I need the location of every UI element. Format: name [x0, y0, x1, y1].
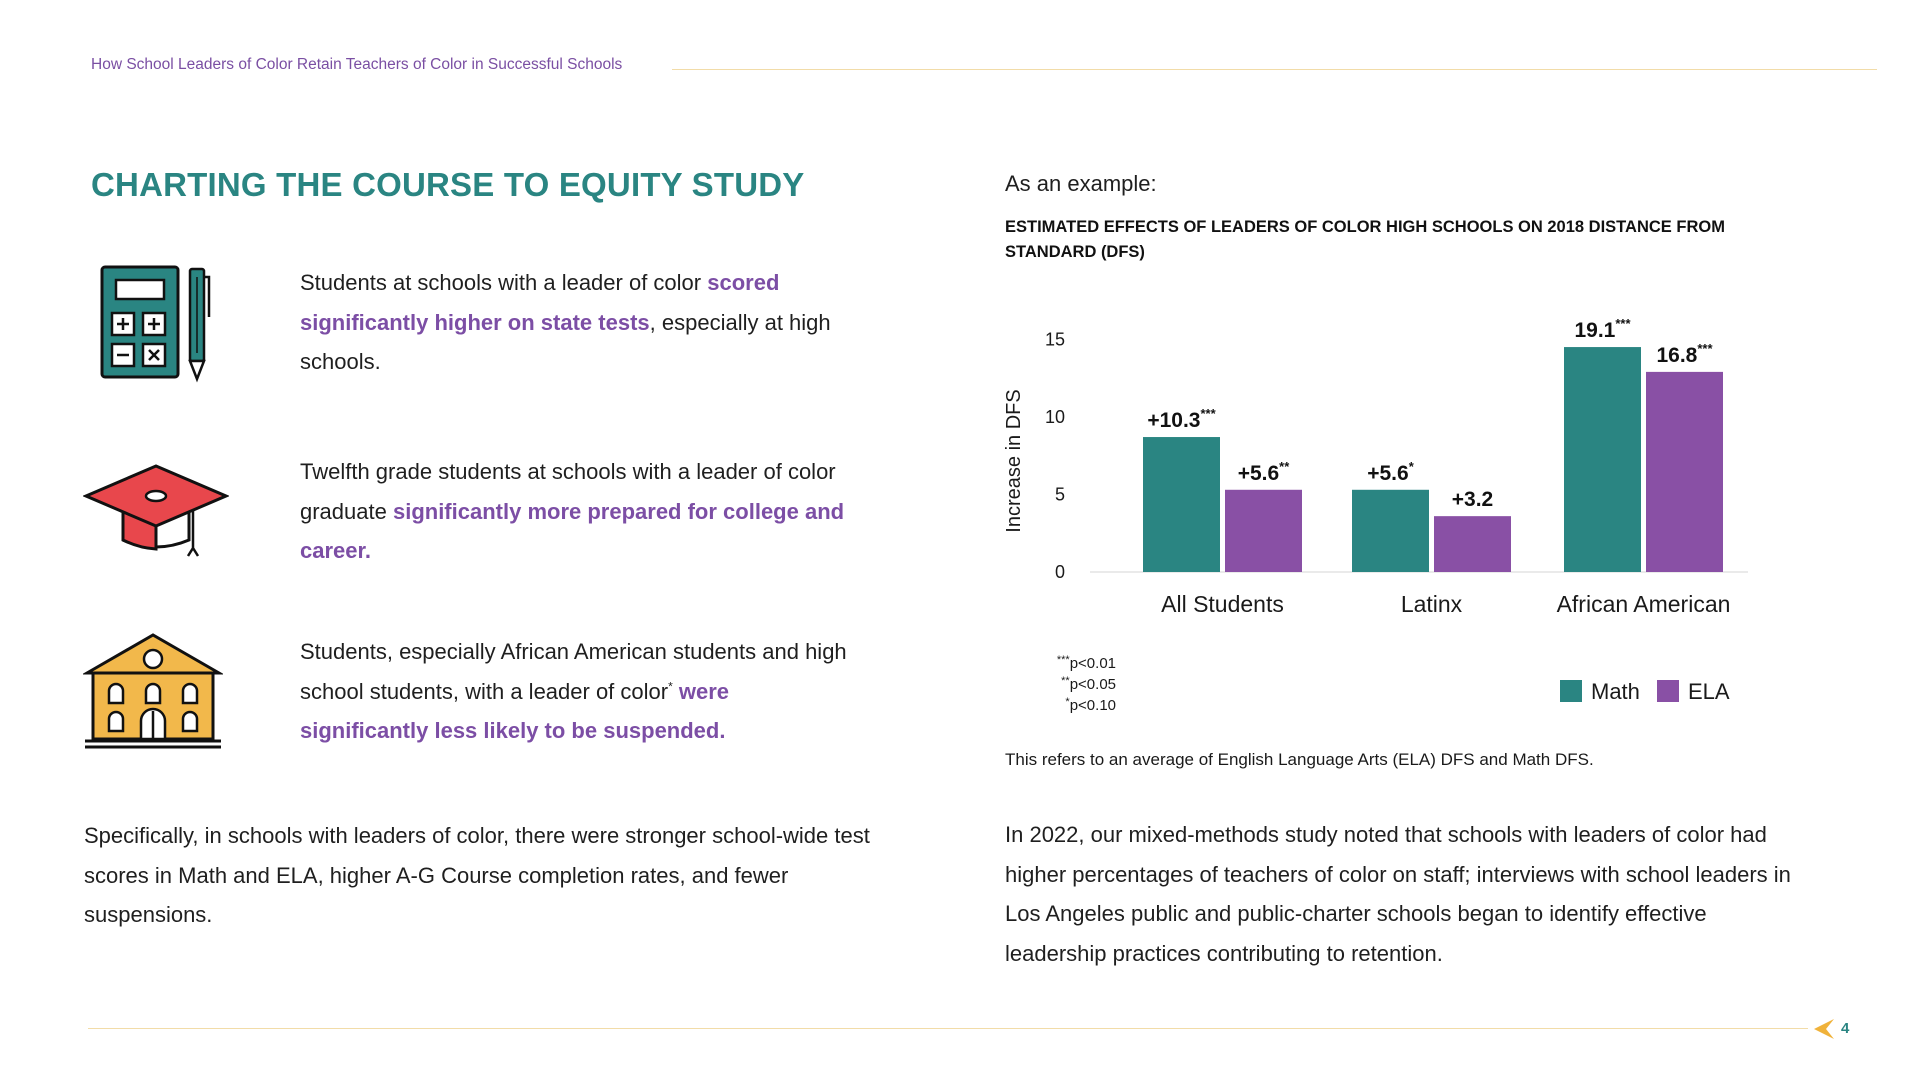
- summary-left: Specifically, in schools with leaders of…: [84, 823, 870, 927]
- finding-suspensions: Students, especially African American st…: [300, 632, 860, 751]
- y-axis-label: Increase in DFS: [1003, 389, 1025, 532]
- finding-college-ready: Twelfth grade students at schools with a…: [300, 452, 860, 571]
- data-label: +5.6**: [1238, 459, 1291, 485]
- bar-ela: [1646, 371, 1723, 572]
- x-tick-label: African American: [1557, 591, 1731, 617]
- school-building-icon: [83, 631, 223, 751]
- chart-title: ESTIMATED EFFECTS OF LEADERS OF COLOR HI…: [1005, 218, 1725, 261]
- summary-right: In 2022, our mixed-methods study noted t…: [1005, 822, 1791, 966]
- finding-highlight: scored significantly higher on state tes…: [300, 270, 780, 335]
- calculator-pencil-icon: [99, 263, 214, 383]
- data-label: +3.2: [1452, 488, 1493, 511]
- example-intro: As an example:: [1005, 171, 1157, 196]
- bar-ela: [1434, 516, 1511, 572]
- bar-math: [1564, 347, 1641, 572]
- page-number: 4: [1841, 1020, 1850, 1037]
- x-tick-label: Latinx: [1401, 591, 1463, 617]
- chevron-left-arrow-icon: [1812, 1017, 1836, 1046]
- finding-text: Students, especially African American st…: [300, 639, 847, 704]
- finding-text: Students at schools with a leader of col…: [300, 270, 708, 295]
- bar-math: [1352, 489, 1429, 572]
- y-tick-label: 10: [1045, 407, 1065, 427]
- running-header: How School Leaders of Color Retain Teach…: [91, 56, 623, 73]
- significance-note: **p<0.05: [1061, 675, 1116, 693]
- significance-note: ***p<0.01: [1057, 654, 1116, 672]
- legend-label-ela: ELA: [1688, 679, 1730, 704]
- page-title: CHARTING THE COURSE TO EQUITY STUDY: [91, 166, 805, 203]
- finding-highlight: were significantly less likely to be sus…: [300, 678, 730, 744]
- finding-text-end: , especially at high schools.: [300, 309, 831, 375]
- y-tick-label: 5: [1055, 484, 1065, 504]
- graduation-cap-icon: [83, 462, 229, 558]
- footnote-marker: *: [668, 679, 673, 694]
- finding-highlight: significantly more prepared for college …: [300, 498, 845, 564]
- footer-rule: [88, 1028, 1808, 1029]
- legend-swatch-math: [1560, 680, 1582, 702]
- data-label: 16.8***: [1656, 341, 1713, 367]
- chart-note: This refers to an average of English Lan…: [1005, 750, 1594, 769]
- legend-label-math: Math: [1591, 679, 1640, 704]
- bar-chart: Increase in DFS 0 5 10 15 +10.3*** +5.6** All S…: [1003, 316, 1748, 714]
- data-label: 19.1***: [1574, 316, 1631, 342]
- bar-math: [1143, 437, 1220, 572]
- x-tick-label: All Students: [1161, 591, 1284, 617]
- data-label: +5.6*: [1367, 459, 1414, 485]
- significance-note: *p<0.10: [1065, 696, 1116, 714]
- data-label: +10.3***: [1147, 406, 1216, 432]
- y-tick-label: 0: [1055, 562, 1065, 582]
- finding-test-scores: Students at schools with a leader of col…: [300, 263, 860, 382]
- y-tick-label: 15: [1045, 329, 1065, 349]
- header-rule: [672, 69, 1877, 70]
- finding-text: Twelfth grade students at schools with a…: [300, 459, 836, 524]
- bar-ela: [1225, 489, 1302, 572]
- legend-swatch-ela: [1657, 680, 1679, 702]
